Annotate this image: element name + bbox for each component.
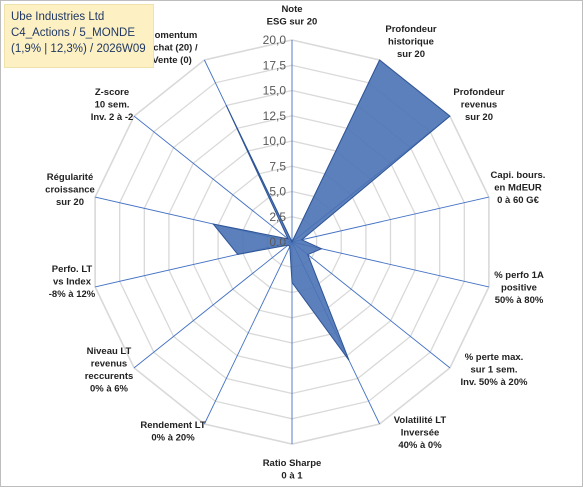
axis-label: % perte max. sur 1 sem. Inv. 50% à 20% [461, 352, 528, 388]
chart-title-box: Ube Industries Ltd C4_Actions / 5_MONDE … [4, 4, 154, 68]
axis-label: Volatilité LT Inversée 40% à 0% [394, 415, 447, 451]
radar-spoke [291, 241, 490, 288]
radial-tick-label: 10,0 [263, 134, 287, 148]
axis-label: Momentum Achat (20) / Vente (0) [146, 30, 198, 66]
axis-label: Z-score 10 sem. Inv. 2 à -2 [91, 87, 134, 123]
axis-label: Rendement LT 0% à 20% [140, 420, 205, 444]
radial-tick-label: 5,0 [269, 185, 286, 199]
chart-title-company: Ube Industries Ltd [11, 11, 105, 23]
axis-label: Ratio Sharpe 0 à 1 [263, 458, 322, 482]
radar-spoke [133, 115, 293, 243]
radar-spoke [133, 241, 293, 369]
radar-spoke [291, 241, 451, 369]
radial-tick-label: 0,0 [269, 235, 286, 249]
chart-title-period: (1,9% | 12,3%) / 2026W09 [11, 43, 146, 55]
radial-tick-label: 20,0 [263, 33, 287, 47]
axis-label: Perfo. LT vs Index -8% à 12% [49, 264, 96, 300]
chart-title-portfolio: C4_Actions / 5_MONDE [11, 27, 135, 39]
radial-tick-label: 2,5 [269, 210, 286, 224]
radial-tick-label: 15,0 [263, 84, 287, 98]
radial-tick-label: 17,5 [263, 58, 287, 72]
radial-tick-label: 12,5 [263, 109, 287, 123]
axis-label: Profondeur revenus sur 20 [453, 87, 504, 123]
axis-label: Profondeur historique sur 20 [385, 24, 436, 60]
axis-label: Note ESG sur 20 [267, 4, 318, 28]
radar-spoke [203, 241, 293, 425]
axis-label: % perfo 1A positive 50% à 80% [494, 270, 544, 306]
radar-axis-labels: Note ESG sur 20 Profondeur historique sur 20… [45, 4, 545, 482]
axis-label: Régularité croissance sur 20 [45, 172, 95, 208]
axis-label: Niveau LT revenus reccurents 0% à 6% [85, 346, 134, 395]
radar-series [211, 59, 451, 361]
radar-spoke [291, 196, 490, 243]
radial-tick-label: 7,5 [269, 159, 286, 173]
radar-tick-labels: 0,0 2,5 5,0 7,5 10,0 12,5 15,0 17,5 20,0 [263, 33, 287, 249]
series-area [211, 59, 451, 361]
axis-label: Capi. bours. en MdEUR 0 à 60 G€ [491, 170, 546, 206]
